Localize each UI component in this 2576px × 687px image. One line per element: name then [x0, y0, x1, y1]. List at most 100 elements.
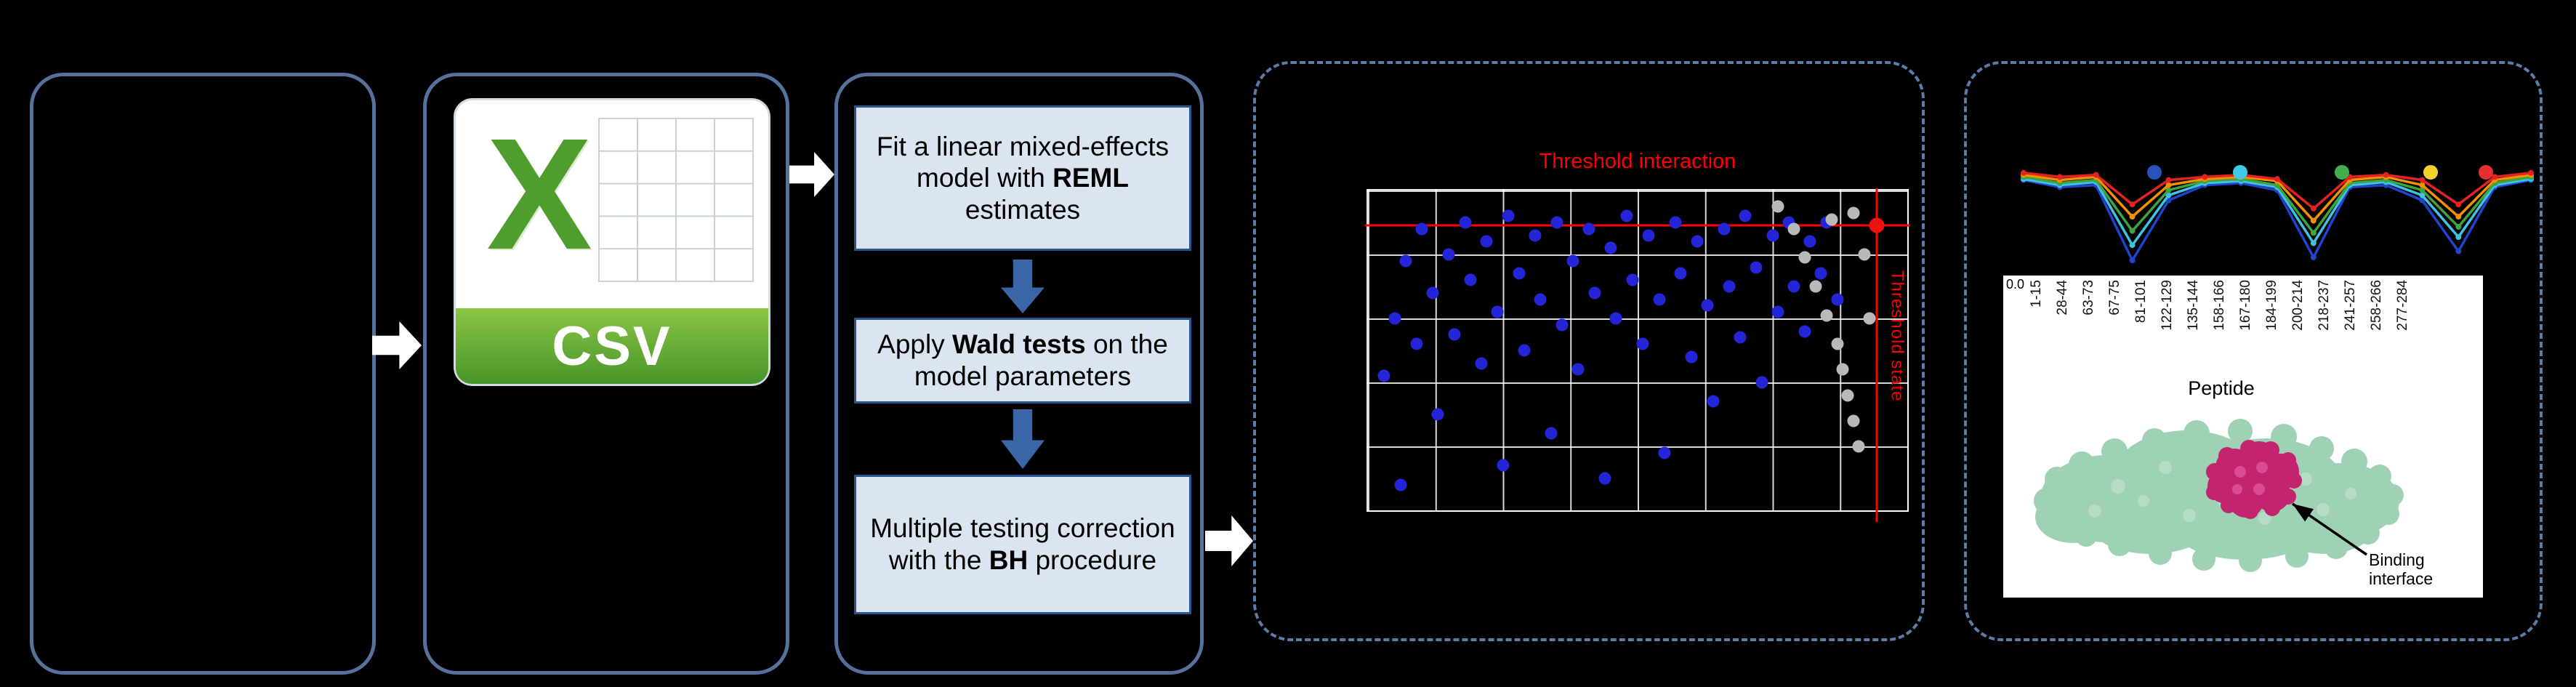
kinetics-marker [2165, 182, 2172, 188]
kinetics-marker [2383, 172, 2389, 178]
scatter-point [1442, 248, 1455, 261]
scatter-point [1869, 217, 1885, 233]
binding-interface-line2: interface [2369, 569, 2434, 589]
protein-structure [2034, 419, 2404, 572]
scatter-point [1518, 344, 1531, 357]
scatter-point [1831, 293, 1844, 306]
peptide-tick-label: 135-144 [2186, 280, 2201, 331]
scatter-point [1394, 478, 1407, 491]
binding-interface-highlights [2232, 462, 2268, 495]
scatter-point [1803, 235, 1816, 248]
peptide-tick-label: 158-166 [2212, 280, 2227, 331]
spreadsheet-grid-icon [598, 118, 754, 282]
scatter-point [1497, 459, 1509, 472]
excel-x-logo-icon: X [486, 106, 592, 283]
scatter-point [1459, 216, 1472, 229]
kinetics-marker [2492, 174, 2498, 180]
step-text: Apply Wald tests on the model parameters [865, 329, 1180, 392]
peptide-tick-label: 218-237 [2317, 280, 2332, 331]
scatter-point [1604, 241, 1617, 254]
kinetics-marker [2274, 176, 2280, 182]
scatter-point [1582, 222, 1595, 236]
peptide-tick-label: 67-75 [2107, 280, 2122, 316]
step-wald-tests: Apply Wald tests on the model parameters [854, 318, 1191, 403]
scatter-point [1734, 331, 1747, 344]
scatter-point [1847, 206, 1860, 220]
scatter-point [1475, 357, 1488, 370]
scatter-point [1852, 440, 1865, 453]
kinetics-marker [2165, 187, 2172, 193]
scatter-point [1701, 299, 1714, 312]
scatter-point [1798, 325, 1811, 338]
step-text-post: procedure [1028, 545, 1157, 575]
scatter-point [1674, 267, 1687, 280]
peptide-tick-label: 241-257 [2343, 280, 2358, 331]
scatter-point [1691, 235, 1704, 248]
scatter-point [1831, 337, 1844, 350]
step-text: Fit a linear mixed-effects model with RE… [865, 131, 1180, 226]
scatter-point [1626, 273, 1639, 286]
scatter-point [1766, 229, 1779, 242]
kinetics-marker [2165, 192, 2172, 198]
scatter-point [1707, 395, 1720, 408]
timepoint-legend [1967, 165, 2540, 180]
peptide-axis-label: Peptide [2188, 377, 2255, 399]
scatter-point [1820, 309, 1833, 322]
kinetics-marker [2310, 254, 2317, 260]
kinetics-marker [2129, 201, 2136, 208]
scatter-point [1431, 408, 1444, 421]
kinetics-marker [2129, 214, 2136, 220]
kinetics-marker [2455, 224, 2462, 230]
statistics-steps-box: Fit a linear mixed-effects model with RE… [834, 73, 1204, 675]
scatter-point [1410, 337, 1423, 350]
scatter-point [1566, 254, 1579, 268]
kinetics-marker [2021, 169, 2026, 176]
kinetics-marker [2129, 242, 2136, 249]
csv-label: CSV [552, 315, 672, 377]
step-text-bold: Wald tests [952, 329, 1086, 360]
step-reml-model: Fit a linear mixed-effects model with RE… [854, 105, 1191, 251]
peptide-axis: 1-15 28-44 63-73 67-75 81-101 122-129 135-144 1… [2029, 280, 2410, 331]
scatter-point [1658, 446, 1671, 459]
kinetics-marker [2419, 182, 2426, 188]
threshold-vline [1875, 188, 1878, 522]
scatter-point [1555, 318, 1569, 332]
flow-arrow-right-icon [372, 321, 422, 369]
scatter-point [1750, 261, 1763, 274]
peptide-tick-label: 167-180 [2238, 280, 2253, 331]
scatter-point [1825, 213, 1838, 226]
kinetics-marker [2202, 174, 2208, 180]
kinetics-marker [2165, 177, 2172, 183]
scatter-point [1545, 427, 1558, 440]
kinetics-marker [2528, 169, 2534, 176]
step-text-bold: REML [1052, 163, 1129, 193]
scatter-point [1609, 312, 1622, 325]
kinetics-marker [2129, 228, 2136, 234]
peptide-tick-label: 28-44 [2055, 280, 2070, 316]
scatter-point [1685, 350, 1698, 363]
peptide-tick-label: 63-73 [2081, 280, 2096, 316]
threshold-state-label: Threshold state [1887, 270, 1907, 402]
scatter-point [1841, 389, 1854, 402]
csv-export-box: X CSV [423, 73, 789, 675]
scatter-point [1653, 293, 1666, 306]
kinetics-marker [2310, 230, 2317, 236]
scatter-point [1480, 235, 1493, 248]
flow-arrow-right-icon [1205, 515, 1253, 566]
scatter-point [1426, 286, 1439, 300]
kinetics-marker [2310, 240, 2317, 246]
scatter-point [1787, 222, 1800, 236]
step-text-post: estimates [965, 194, 1081, 225]
scatter-point [1399, 254, 1412, 268]
timepoint-dot-icon [2147, 165, 2162, 180]
step-text: Multiple testing correction with the BH … [865, 513, 1180, 576]
kinetics-marker [2310, 205, 2317, 212]
scatter-point [1491, 305, 1504, 318]
scatter-point [1723, 280, 1736, 293]
scatter-point [1620, 209, 1633, 222]
scatter-point [1377, 369, 1390, 382]
step-text-pre: Multiple testing correction with the [870, 513, 1175, 575]
scatter-point [1836, 363, 1849, 376]
scatter-point [1415, 222, 1428, 236]
